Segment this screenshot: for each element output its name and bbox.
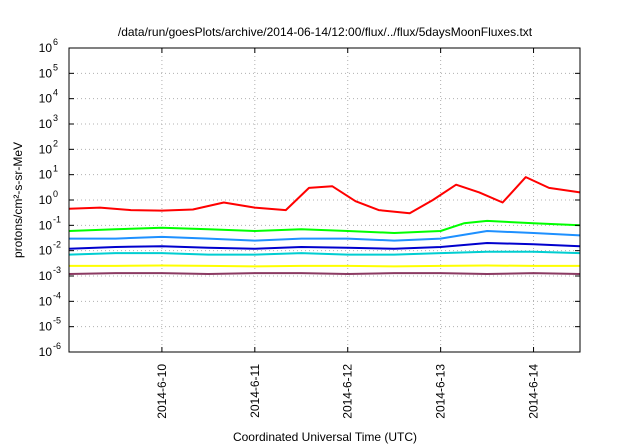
chart-title: /data/run/goesPlots/archive/2014-06-14/1… — [118, 25, 533, 39]
series-line-5 — [68, 250, 581, 256]
y-tick-label: 10 — [39, 168, 53, 182]
series-line-7 — [68, 272, 581, 275]
series-line-6 — [69, 264, 580, 268]
y-axis-label: protons/cm²-s-sr-MeV — [11, 142, 25, 258]
y-tick-exponent: 4 — [53, 88, 58, 98]
y-tick-exponent: -1 — [53, 214, 61, 224]
y-tick-label: 10 — [39, 92, 53, 106]
y-tick-exponent: -2 — [53, 240, 61, 250]
series-line-4 — [68, 242, 581, 250]
y-tick-label: 10 — [39, 320, 53, 334]
x-tick-label: 2014-6-11 — [248, 364, 262, 418]
y-tick-exponent: 2 — [53, 138, 58, 148]
y-tick-label: 10 — [39, 345, 53, 359]
y-tick-exponent: 1 — [53, 164, 58, 174]
x-tick-label: 2014-6-14 — [527, 364, 541, 419]
y-tick-exponent: -3 — [53, 265, 61, 275]
y-tick-exponent: -6 — [53, 341, 61, 351]
y-tick-exponent: -4 — [53, 290, 61, 300]
x-tick-label: 2014-6-10 — [155, 364, 169, 419]
x-tick-label: 2014-6-12 — [341, 364, 355, 419]
series-line-3 — [69, 230, 581, 242]
y-tick-label: 10 — [39, 41, 53, 55]
data-series — [68, 176, 581, 275]
y-tick-label: 10 — [39, 142, 53, 156]
y-tick-exponent: 6 — [53, 37, 58, 47]
y-tick-exponent: 0 — [53, 189, 58, 199]
grid-lines — [69, 48, 580, 352]
plot-frame — [68, 47, 581, 353]
x-tick-label: 2014-6-13 — [434, 364, 448, 419]
x-axis-label: Coordinated Universal Time (UTC) — [233, 430, 417, 444]
y-tick-exponent: 5 — [53, 62, 58, 72]
y-tick-label: 10 — [39, 269, 53, 283]
y-tick-label: 10 — [39, 66, 53, 80]
y-tick-exponent: -5 — [53, 316, 61, 326]
y-tick-label: 10 — [39, 218, 53, 232]
y-tick-label: 10 — [39, 244, 53, 258]
series-line-2 — [68, 219, 581, 234]
series-line-1 — [68, 176, 581, 215]
y-tick-label: 10 — [39, 193, 53, 207]
y-tick-label: 10 — [39, 294, 53, 308]
y-tick-label: 10 — [39, 117, 53, 131]
y-tick-exponent: 3 — [53, 113, 58, 123]
axes: 10 -610 -510 -410 -310 -210 -110 010 110 210 310 41… — [39, 37, 580, 419]
